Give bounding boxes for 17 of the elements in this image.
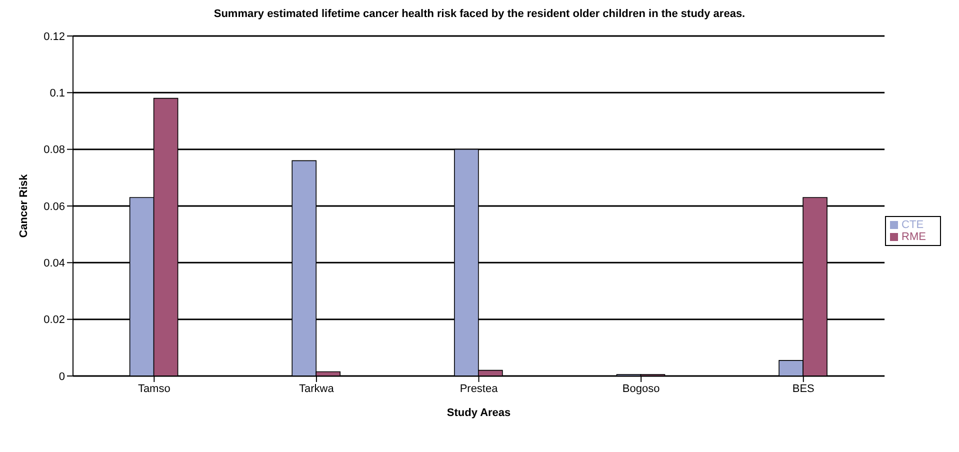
- y-tick-label: 0.12: [44, 30, 65, 43]
- x-tick-label: BES: [792, 382, 814, 395]
- x-tick-label: Tamso: [138, 382, 170, 395]
- legend-label: RME: [902, 231, 926, 243]
- x-tick-label: Prestea: [460, 382, 499, 395]
- legend-label: CTE: [902, 219, 924, 231]
- y-tick-label: 0.04: [44, 258, 65, 270]
- y-axis-title: Cancer Risk: [18, 173, 30, 238]
- x-tick-label: Tarkwa: [299, 382, 335, 395]
- y-tick-label: 0.1: [50, 88, 65, 100]
- x-tick-label: Bogoso: [622, 382, 660, 395]
- chart-title: Summary estimated lifetime cancer health risk faced by the resident older children in the study areas.: [212, 8, 746, 20]
- x-axis-title: Study Areas: [446, 407, 511, 419]
- y-tick-label: 0: [58, 370, 65, 383]
- y-tick-label: 0.02: [44, 314, 65, 326]
- y-tick-label: 0.06: [44, 200, 65, 213]
- y-tick-label: 0.08: [44, 144, 65, 156]
